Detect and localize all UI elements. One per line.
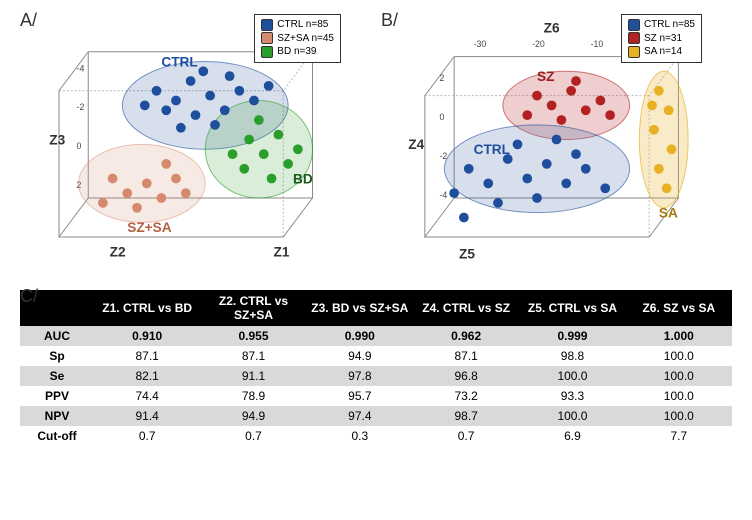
cell: 94.9 [200,406,306,426]
cell: 100.0 [626,366,732,386]
svg-text:0: 0 [77,141,82,151]
table-row: Se82.191.197.896.8100.0100.0 [20,366,732,386]
cell: 87.1 [413,346,519,366]
cell: 95.7 [307,386,413,406]
legend-item: CTRL n=85 [277,18,328,32]
axis-z3: Z3 [49,132,65,147]
row-header: NPV [20,406,94,426]
panel-B-legend: CTRL n=85 SZ n=31 SA n=14 [621,14,702,63]
cluster-szsa: SZ+SA [127,220,171,235]
svg-text:-20: -20 [532,39,545,49]
row-header: Sp [20,346,94,366]
svg-text:0: 0 [440,112,445,122]
cell: 0.7 [94,426,200,446]
cell: 96.8 [413,366,519,386]
th-z4: Z4. CTRL vs SZ [413,290,519,326]
legend-item: SZ+SA n=45 [277,32,334,46]
cell: 93.3 [519,386,625,406]
cluster-ctrl: CTRL [161,54,197,69]
cluster-sz: SZ [537,69,554,84]
cell: 0.955 [200,326,306,346]
axis-z6: Z6 [544,20,560,35]
svg-text:-4: -4 [77,63,85,73]
cell: 100.0 [626,406,732,426]
cell: 98.7 [413,406,519,426]
row-header: AUC [20,326,94,346]
cell: 91.1 [200,366,306,386]
panel-B-label: B/ [381,10,398,31]
cell: 100.0 [626,386,732,406]
th-z5: Z5. CTRL vs SA [519,290,625,326]
panel-B: B/ CTRL n=85 SZ n=31 SA n=14 Z6 -30 -20 … [381,12,732,272]
table-row: Sp87.187.194.987.198.8100.0 [20,346,732,366]
cell: 97.4 [307,406,413,426]
axis-z2: Z2 [110,244,126,259]
cell: 74.4 [94,386,200,406]
svg-text:-30: -30 [474,39,487,49]
th-z6: Z6. SZ vs SA [626,290,732,326]
stats-table: Z1. CTRL vs BD Z2. CTRL vs SZ+SA Z3. BD … [20,290,732,446]
svg-text:2: 2 [440,73,445,83]
cluster-bd: BD [293,171,313,186]
svg-text:-10: -10 [591,39,604,49]
table-row: AUC0.9100.9550.9900.9620.9991.000 [20,326,732,346]
cell: 82.1 [94,366,200,386]
cell: 1.000 [626,326,732,346]
cell: 73.2 [413,386,519,406]
cell: 0.7 [200,426,306,446]
legend-item: SZ n=31 [644,32,682,46]
legend-item: CTRL n=85 [644,18,695,32]
legend-item: SA n=14 [644,45,682,59]
table-row: Cut-off0.70.70.30.76.97.7 [20,426,732,446]
cell: 100.0 [519,406,625,426]
th-z2: Z2. CTRL vs SZ+SA [200,290,306,326]
cell: 87.1 [200,346,306,366]
axis-z4: Z4 [408,137,424,152]
panel-C-label: C/ [20,286,38,307]
cell: 78.9 [200,386,306,406]
cell: 0.999 [519,326,625,346]
table-row: PPV74.478.995.773.293.3100.0 [20,386,732,406]
cell: 100.0 [626,346,732,366]
axis-z1: Z1 [273,244,289,259]
panel-A-legend: CTRL n=85 SZ+SA n=45 BD n=39 [254,14,341,63]
cell: 98.8 [519,346,625,366]
svg-text:-2: -2 [77,102,85,112]
cell: 91.4 [94,406,200,426]
table-row: NPV91.494.997.498.7100.0100.0 [20,406,732,426]
cell: 97.8 [307,366,413,386]
row-header: Cut-off [20,426,94,446]
cluster-ctrl2: CTRL [474,142,510,157]
panel-A-label: A/ [20,10,37,31]
cell: 0.962 [413,326,519,346]
row-header: PPV [20,386,94,406]
cell: 87.1 [94,346,200,366]
row-header: Se [20,366,94,386]
axis-z5: Z5 [459,246,475,261]
cell: 6.9 [519,426,625,446]
cell: 0.990 [307,326,413,346]
cell: 100.0 [519,366,625,386]
cell: 7.7 [626,426,732,446]
svg-text:-4: -4 [440,190,448,200]
cell: 94.9 [307,346,413,366]
panel-A: A/ CTRL n=85 SZ+SA n=45 BD n=39 Z3 Z2 Z1… [20,12,371,272]
cluster-sa: SA [659,205,678,220]
legend-item: BD n=39 [277,45,316,59]
th-z3: Z3. BD vs SZ+SA [307,290,413,326]
cell: 0.7 [413,426,519,446]
scatter-row: A/ CTRL n=85 SZ+SA n=45 BD n=39 Z3 Z2 Z1… [20,12,732,272]
cell: 0.3 [307,426,413,446]
th-z1: Z1. CTRL vs BD [94,290,200,326]
table-header-row: Z1. CTRL vs BD Z2. CTRL vs SZ+SA Z3. BD … [20,290,732,326]
panel-C: C/ Z1. CTRL vs BD Z2. CTRL vs SZ+SA Z3. … [20,290,732,446]
cell: 0.910 [94,326,200,346]
